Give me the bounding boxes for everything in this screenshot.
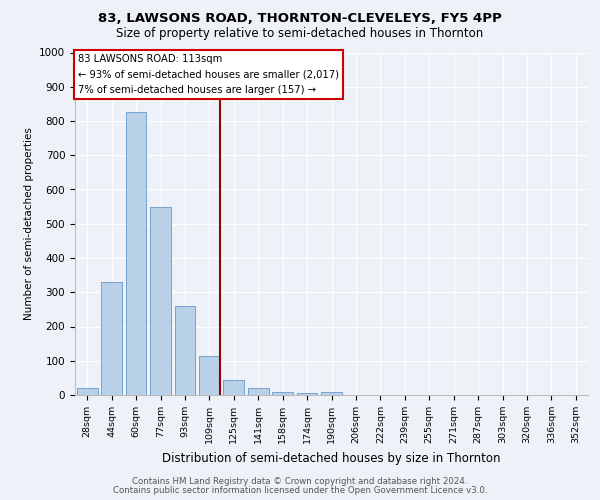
Bar bbox=[272, 392, 293, 395]
Bar bbox=[199, 356, 220, 395]
Bar bbox=[321, 392, 342, 395]
X-axis label: Distribution of semi-detached houses by size in Thornton: Distribution of semi-detached houses by … bbox=[162, 452, 501, 464]
Bar bbox=[223, 380, 244, 395]
Text: Contains HM Land Registry data © Crown copyright and database right 2024.: Contains HM Land Registry data © Crown c… bbox=[132, 477, 468, 486]
Text: 83 LAWSONS ROAD: 113sqm
← 93% of semi-detached houses are smaller (2,017)
7% of : 83 LAWSONS ROAD: 113sqm ← 93% of semi-de… bbox=[77, 54, 338, 96]
Bar bbox=[101, 282, 122, 395]
Bar bbox=[248, 388, 269, 395]
Bar bbox=[296, 394, 317, 395]
Bar bbox=[175, 306, 196, 395]
Bar bbox=[77, 388, 98, 395]
Bar bbox=[125, 112, 146, 395]
Text: 83, LAWSONS ROAD, THORNTON-CLEVELEYS, FY5 4PP: 83, LAWSONS ROAD, THORNTON-CLEVELEYS, FY… bbox=[98, 12, 502, 26]
Text: Size of property relative to semi-detached houses in Thornton: Size of property relative to semi-detach… bbox=[116, 28, 484, 40]
Y-axis label: Number of semi-detached properties: Number of semi-detached properties bbox=[23, 128, 34, 320]
Text: Contains public sector information licensed under the Open Government Licence v3: Contains public sector information licen… bbox=[113, 486, 487, 495]
Bar bbox=[150, 206, 171, 395]
